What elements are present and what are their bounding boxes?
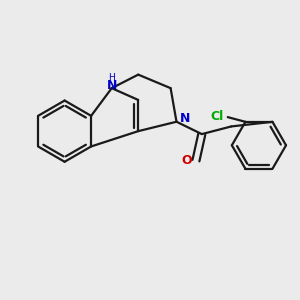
Text: N: N (180, 112, 190, 125)
Text: Cl: Cl (211, 110, 224, 123)
Text: N: N (106, 79, 117, 92)
Text: H: H (108, 73, 115, 82)
Text: O: O (181, 154, 192, 167)
